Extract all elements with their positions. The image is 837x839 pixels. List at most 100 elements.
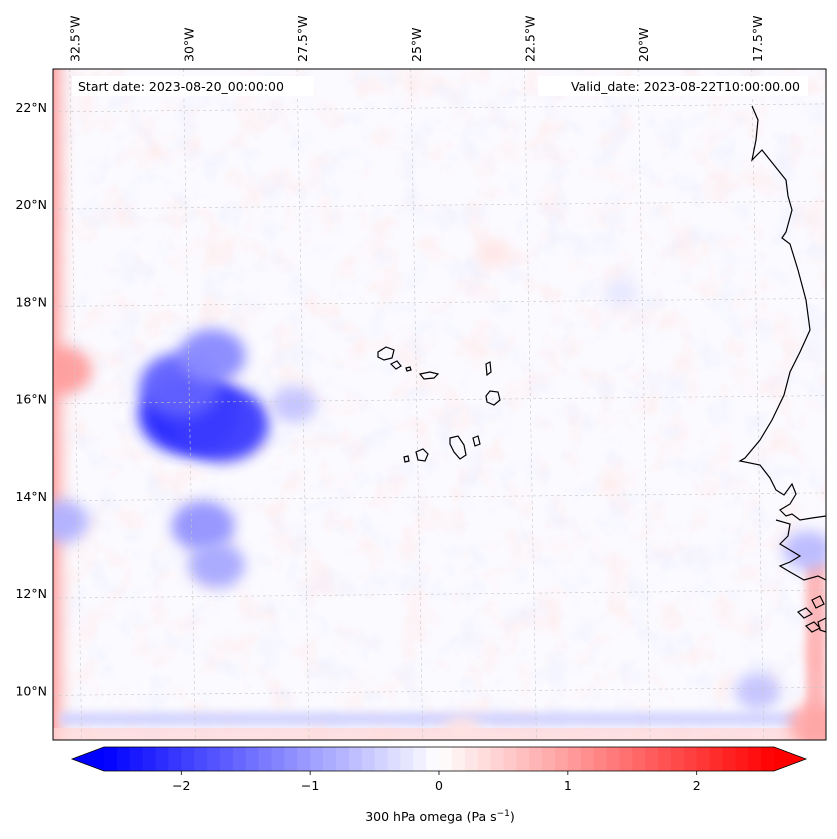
bottom-edge-band [60, 712, 800, 726]
meridian-line [69, 69, 83, 740]
longitude-tick-label: 27.5°W [295, 16, 310, 62]
latitude-tick-label: 22°N [15, 100, 47, 115]
colorbar-high-extension [774, 747, 806, 771]
omega-anomaly [53, 346, 93, 395]
colorbar-cell [464, 747, 479, 771]
omega-anomaly [188, 542, 245, 588]
island-santiago [449, 435, 467, 460]
colorbar-cell [413, 747, 427, 771]
omega-anomaly [444, 716, 480, 740]
colorbar-cell [735, 747, 749, 771]
island-sao-vicente [389, 360, 402, 370]
omega-anomaly [178, 329, 246, 383]
parallel-line [53, 395, 826, 404]
latitude-tick-label: 20°N [15, 197, 47, 212]
island-sao-nicolau [418, 371, 440, 380]
valid-date-box [538, 76, 808, 96]
colorbar-cell [696, 747, 711, 771]
colorbar-cell [181, 747, 195, 771]
colorbar-cell [567, 747, 582, 771]
colorbar-cell [490, 747, 505, 771]
omega-anomaly [477, 240, 511, 268]
anomaly-layer [53, 240, 826, 740]
colorbar-cell [658, 747, 672, 771]
latitude-tick-label: 10°N [15, 683, 47, 698]
colorbar-cells [104, 747, 775, 771]
island-santo-antao [377, 346, 395, 361]
colorbar-tick-label: −1 [301, 778, 319, 793]
latitude-tick-label: 12°N [15, 586, 47, 601]
colorbar-cell [335, 747, 350, 771]
colorbar-cell [168, 747, 182, 771]
colorbar: −2 −1 0 1 2 300 hPa omega (Pa s−1) [70, 746, 808, 824]
colorbar-cell [400, 747, 414, 771]
west-africa-coastline [738, 105, 826, 521]
colorbar-low-extension [72, 747, 104, 771]
omega-anomaly [734, 672, 781, 710]
colorbar-cell [542, 747, 556, 771]
longitude-tick-labels: 32.5°W 30°W 27.5°W 25°W 22.5°W 20°W 17.5°W [68, 16, 765, 62]
island-sal [485, 361, 492, 377]
colorbar-cell [748, 747, 762, 771]
colorbar-cell [207, 747, 221, 771]
map-panel [53, 69, 826, 740]
colorbar-tick-label: −2 [172, 778, 190, 793]
omega-anomaly [270, 386, 317, 423]
colorbar-tick-label: 0 [435, 778, 443, 793]
colorbar-cell [580, 747, 595, 771]
colorbar-tick-label: 1 [564, 778, 572, 793]
colorbar-cell [297, 747, 311, 771]
colorbar-cell [632, 747, 646, 771]
colorbar-cell [439, 747, 453, 771]
colorbar-cell [284, 747, 298, 771]
parallel-line [53, 687, 826, 696]
island-fogo [415, 448, 429, 462]
longitude-tick-label: 25°W [409, 27, 424, 62]
colorbar-cell [683, 747, 698, 771]
longitude-tick-label: 32.5°W [68, 16, 83, 62]
island-maio [472, 435, 481, 447]
island-brava [403, 455, 410, 463]
longitude-tick-label: 30°W [181, 27, 196, 62]
omega-anomaly [53, 500, 89, 543]
graticule [53, 69, 826, 740]
gambia-senegal-coast [775, 519, 826, 581]
longitude-tick-label: 22.5°W [522, 16, 537, 62]
colorbar-cell [194, 747, 208, 771]
colorbar-cell [129, 747, 144, 771]
colorbar-cell [606, 747, 620, 771]
island-santa-luzia [405, 366, 412, 372]
longitude-tick-label: 20°W [636, 27, 651, 62]
colorbar-cell [529, 747, 543, 771]
colorbar-cell [451, 747, 466, 771]
omega-anomaly [788, 702, 826, 740]
colorbar-cell [709, 747, 724, 771]
colorbar-cell [116, 747, 131, 771]
meridian-line [637, 69, 651, 740]
colorbar-cell [761, 747, 775, 771]
latitude-tick-label: 16°N [15, 392, 47, 407]
meridian-line [296, 69, 310, 740]
parallel-line [53, 103, 826, 113]
cape-verde-islands [377, 346, 501, 463]
meridian-line [410, 69, 424, 740]
start-date-box [72, 76, 314, 96]
latitude-tick-labels: 10°N 12°N 14°N 16°N 18°N 20°N 22°N [15, 100, 47, 698]
colorbar-cell [219, 747, 234, 771]
meridian-line [183, 69, 196, 740]
parallel-line [53, 298, 826, 307]
parallel-line [53, 589, 826, 599]
colorbar-ticks: −2 −1 0 1 2 [172, 771, 701, 793]
colorbar-label: 300 hPa omega (Pa s−1) [365, 809, 515, 824]
colorbar-cell [645, 747, 659, 771]
map-frame [52, 68, 827, 741]
colorbar-cell [554, 747, 569, 771]
colorbar-cell [258, 747, 273, 771]
start-date-label: Start date: 2023-08-20_00:00:00 [78, 79, 284, 94]
colorbar-cell [232, 747, 247, 771]
colorbar-tick-label: 2 [693, 778, 701, 793]
colorbar-cell [426, 747, 440, 771]
colorbar-cell [323, 747, 337, 771]
island-boa-vista [485, 390, 501, 406]
